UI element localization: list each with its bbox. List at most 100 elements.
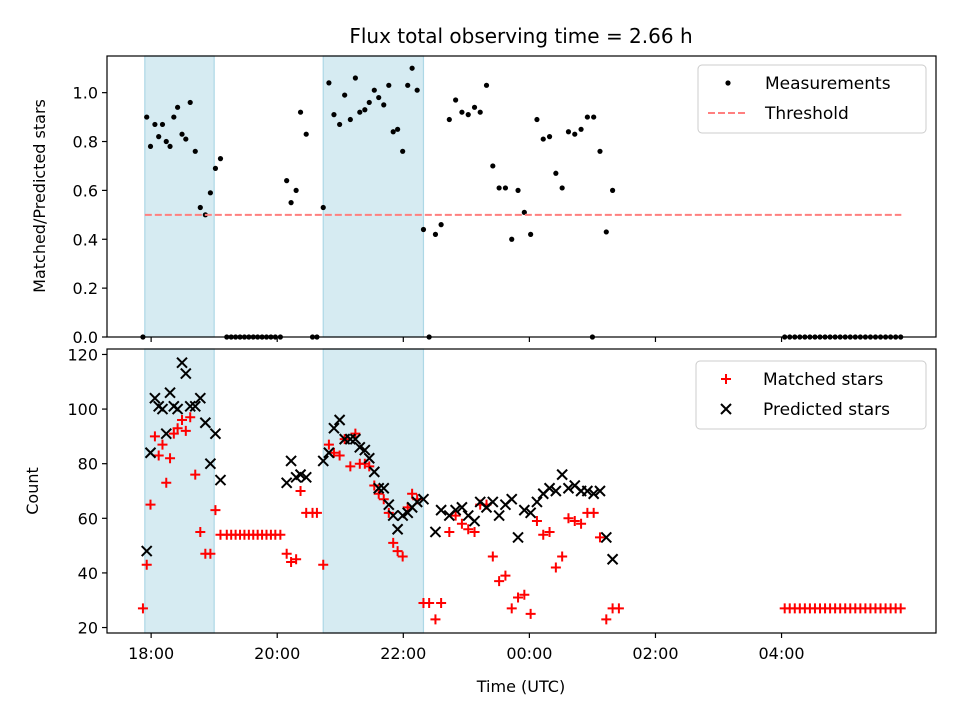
axes-frame (106, 55, 937, 338)
predicted-point (411, 496, 423, 508)
matched-point (190, 469, 201, 480)
legend-matched-swatch (721, 374, 731, 384)
measurement-point (284, 178, 290, 184)
measurement-point (540, 136, 546, 142)
predicted-point (556, 468, 568, 481)
measurement-point (192, 148, 198, 154)
matched-point (531, 516, 542, 527)
predicted-point (435, 504, 447, 516)
measurement-point (147, 143, 154, 150)
measurement-point (471, 104, 478, 110)
measurement-point (584, 114, 590, 120)
measurement-point (446, 116, 452, 123)
measurement-point (453, 97, 459, 103)
matched-point (334, 450, 345, 461)
predicted-point (543, 482, 556, 494)
predicted-point (456, 501, 468, 514)
measurement-point (156, 134, 162, 140)
measurement-point (217, 156, 224, 162)
predicted-point (512, 531, 524, 544)
predicted-point (606, 553, 619, 565)
measurement-point (331, 112, 337, 118)
x-tick-label: 22:00 (380, 644, 426, 663)
matched-point (141, 559, 152, 570)
matched-point (576, 518, 587, 529)
measurement-point (347, 116, 353, 123)
measurement-point (159, 121, 166, 128)
matched-point (378, 494, 389, 505)
matched-point (291, 554, 302, 565)
matched-point (569, 516, 580, 527)
measurement-point (167, 143, 173, 150)
matched-point (397, 551, 408, 562)
predicted-point (144, 447, 157, 459)
shaded-interval (144, 55, 215, 338)
matched-point (205, 548, 216, 559)
legend-label: Measurements (765, 74, 891, 94)
y-tick-label: 0.4 (73, 230, 98, 249)
measurement-point (432, 231, 439, 237)
matched-point (350, 428, 361, 439)
predicted-point (531, 496, 543, 508)
predicted-point (180, 367, 192, 380)
legend-predicted-swatch (720, 403, 732, 415)
matched-point (500, 570, 511, 581)
matched-point (161, 477, 172, 488)
predicted-point (387, 509, 399, 522)
predicted-point (280, 477, 293, 489)
measurement-point (546, 134, 553, 140)
matched-point (506, 603, 517, 614)
matched-point (145, 499, 156, 510)
measurement-point (603, 229, 609, 235)
measurement-point (207, 190, 213, 196)
matched-point (165, 453, 176, 464)
axes-frame (106, 348, 937, 634)
measurement-point (405, 82, 411, 88)
matched-point (311, 507, 322, 518)
y-tick-label: 100 (67, 400, 98, 419)
x-tick-label: 02:00 (632, 644, 678, 663)
chart-title: Flux total observing time = 2.66 h (349, 24, 692, 48)
measurement-point (597, 148, 603, 154)
legend-measurement-swatch (725, 80, 731, 86)
matched-point (487, 551, 498, 562)
matched-point (430, 614, 441, 625)
measurement-point (521, 209, 527, 215)
matched-point (538, 529, 549, 540)
y-tick-label: 60 (78, 509, 98, 528)
y-tick-label: 0.8 (73, 133, 98, 152)
matched-point (373, 488, 384, 499)
measurement-point (187, 99, 193, 106)
measurement-point (477, 109, 483, 115)
predicted-point (550, 485, 562, 497)
predicted-point (429, 526, 442, 538)
matched-point (519, 589, 530, 600)
matched-point (281, 548, 292, 559)
measurement-point (559, 185, 565, 191)
matched-point (195, 526, 206, 537)
matched-point (544, 526, 555, 537)
legend-label: Threshold (764, 104, 849, 124)
measurement-point (515, 187, 521, 193)
predicted-point (160, 427, 172, 440)
measurement-point (496, 185, 502, 191)
subplot-2: 20 40 60 80 100 120 18:00 20:00 22:00 00:00 02:00 0… (67, 345, 937, 663)
measurement-point (376, 94, 382, 101)
bottom-y-axis-label: Count (23, 467, 42, 515)
measurement-point (179, 131, 185, 137)
measurement-point (144, 114, 150, 120)
matched-point (137, 603, 148, 614)
x-tick-label: 00:00 (506, 644, 552, 663)
x-tick-label: 18:00 (128, 644, 174, 663)
shaded-interval (322, 55, 425, 338)
predicted-point (562, 482, 575, 494)
measurement-point (326, 80, 332, 86)
matched-point (513, 592, 524, 603)
matched-point (525, 608, 536, 619)
x-tick-label: 04:00 (758, 644, 804, 663)
predicted-point (194, 392, 207, 404)
matched-point (275, 529, 286, 540)
matched-point (594, 532, 605, 543)
matched-point (388, 537, 399, 548)
measurement-point (163, 138, 169, 145)
